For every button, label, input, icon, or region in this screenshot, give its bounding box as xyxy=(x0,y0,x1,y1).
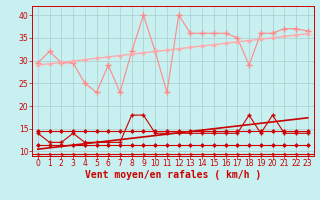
X-axis label: Vent moyen/en rafales ( km/h ): Vent moyen/en rafales ( km/h ) xyxy=(85,170,261,180)
